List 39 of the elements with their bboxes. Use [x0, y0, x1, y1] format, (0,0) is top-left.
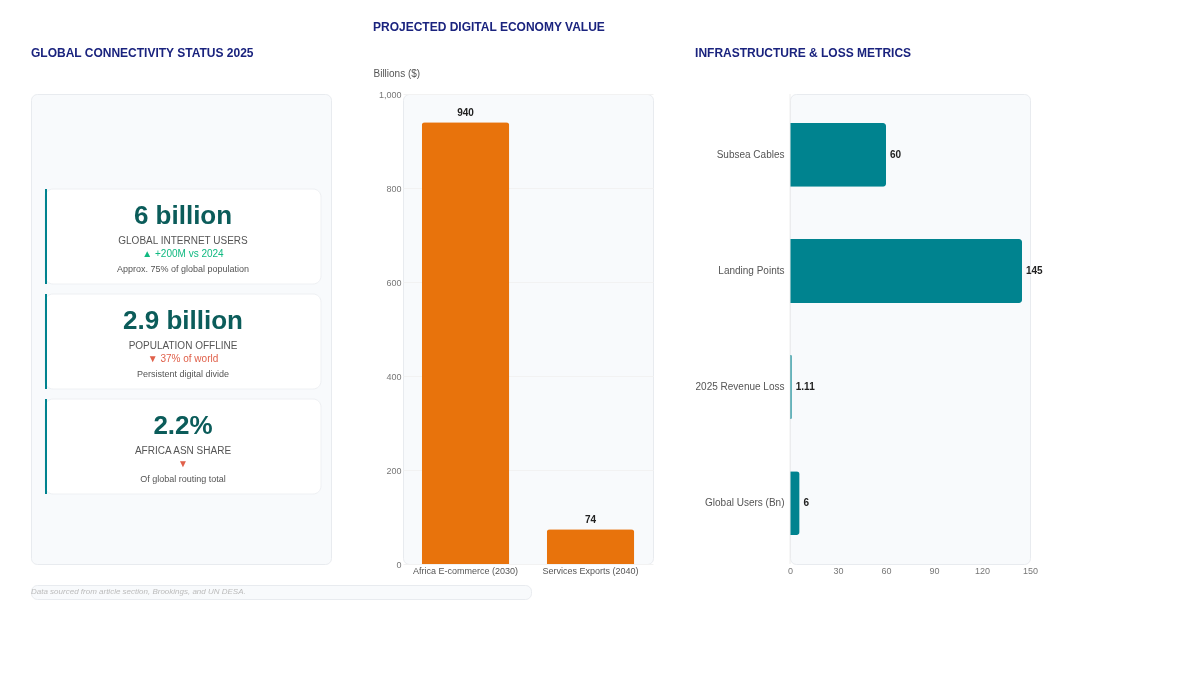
- data-label: 145: [1026, 264, 1044, 276]
- x-tick-label: Services Exports (2040): [542, 565, 639, 576]
- x-tick-label: 60: [881, 565, 892, 576]
- y-tick-label: 200: [386, 465, 402, 476]
- data-label: 74: [584, 514, 597, 526]
- chart-title: INFRASTRUCTURE & LOSS METRICS: [695, 45, 912, 60]
- x-tick-label: 90: [929, 565, 940, 576]
- y-tick-label: Landing Points: [718, 264, 785, 276]
- text: ▼ 37% of world: [147, 353, 219, 364]
- text: GLOBAL INTERNET USERS: [118, 235, 249, 246]
- y-tick-label: Subsea Cables: [716, 148, 785, 160]
- text: AFRICA ASN SHARE: [134, 445, 232, 456]
- text: Persistent digital divide: [136, 369, 230, 379]
- y-tick-label: 1,000: [378, 89, 402, 100]
- x-tick-label: 30: [833, 565, 844, 576]
- x-tick-label: Africa E-commerce (2030): [412, 565, 519, 576]
- text: Of global routing total: [140, 474, 226, 484]
- text: Approx. 75% of global population: [116, 264, 250, 274]
- chart-title: PROJECTED DIGITAL ECONOMY VALUE: [373, 20, 605, 34]
- x-tick-label: 150: [1022, 565, 1039, 576]
- y-tick-label: 2025 Revenue Loss: [695, 381, 785, 393]
- x-tick-label: 120: [974, 565, 991, 576]
- y-tick-label: 800: [386, 183, 402, 194]
- data-label: 6: [803, 497, 810, 509]
- text: 2.2%: [153, 410, 213, 440]
- text: ▲ +200M vs 2024: [142, 248, 225, 259]
- x-tick-label: 0: [787, 565, 794, 576]
- y-tick-label: Global Users (Bn): [705, 497, 785, 509]
- data-label: 1.11: [795, 381, 816, 393]
- data-label: 60: [890, 148, 902, 160]
- text: 2.9 billion: [123, 305, 243, 335]
- text: 6 billion: [133, 200, 233, 230]
- text: POPULATION OFFLINE: [128, 340, 238, 351]
- text: GLOBAL CONNECTIVITY STATUS 2025: [31, 46, 254, 60]
- y-axis-title: Billions ($): [373, 67, 421, 79]
- text: ▼: [178, 458, 188, 469]
- y-tick-label: 400: [386, 371, 402, 382]
- data-label: 940: [457, 107, 475, 119]
- y-tick-label: 600: [386, 277, 402, 288]
